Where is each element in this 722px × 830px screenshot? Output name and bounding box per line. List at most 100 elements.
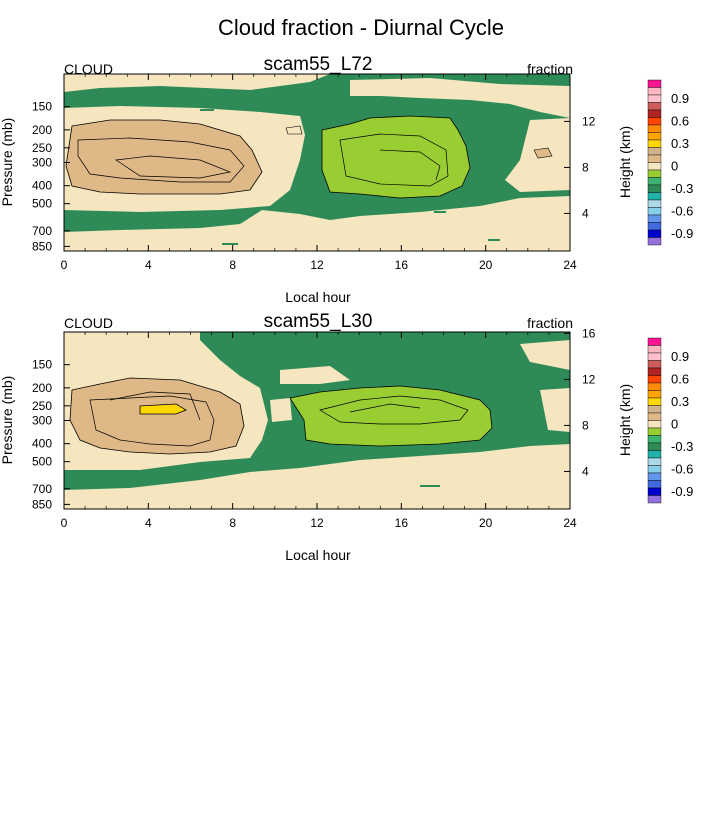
colorbar-label: -0.9 bbox=[671, 226, 693, 241]
panel-1-strong-negative bbox=[321, 115, 471, 199]
panel-1-contour-c bbox=[339, 133, 449, 187]
y-tick-label: 700 bbox=[32, 482, 52, 496]
panel-1-zero-patch-2 bbox=[533, 147, 553, 159]
x-tick-label: 0 bbox=[61, 258, 68, 272]
colorbar-swatch bbox=[647, 109, 662, 118]
panel-2-contour-c bbox=[319, 395, 469, 425]
colorbar-label: 0.6 bbox=[671, 113, 689, 128]
colorbar-swatch bbox=[647, 412, 662, 421]
y-tick-label: 400 bbox=[32, 437, 52, 451]
colorbar-swatch bbox=[647, 207, 662, 216]
colorbar-swatch bbox=[647, 237, 662, 246]
panel-2-strong-negative bbox=[289, 385, 493, 447]
colorbar-swatch bbox=[647, 375, 662, 384]
colorbar-swatch bbox=[647, 382, 662, 391]
panel-1-title: scam55_L72 bbox=[264, 54, 373, 75]
panel-1-contour-a bbox=[77, 137, 245, 183]
panel-1-field bbox=[64, 74, 570, 251]
y-tick-label: 300 bbox=[32, 156, 52, 170]
x-tick-label: 16 bbox=[395, 516, 409, 530]
colorbar-swatch bbox=[647, 450, 662, 459]
panel-1-dashes bbox=[118, 89, 500, 245]
colorbar-swatch bbox=[647, 162, 662, 171]
panel-2-zero-mid bbox=[270, 398, 292, 422]
colorbar-label: -0.6 bbox=[671, 461, 693, 476]
panel-1-zero-bottom bbox=[64, 196, 570, 251]
x-tick-label: 12 bbox=[310, 258, 324, 272]
colorbar-label: -0.6 bbox=[671, 203, 693, 218]
colorbar-swatch bbox=[647, 427, 662, 436]
panel-1-zero-top bbox=[64, 74, 330, 92]
panel-2-contour-a bbox=[89, 395, 215, 447]
y-tick-label: 200 bbox=[32, 123, 52, 137]
panel-1-right-y-ticks: 4 8 12 bbox=[564, 114, 596, 220]
panel-2-right-label: fraction bbox=[527, 315, 573, 331]
colorbar-label: 0.9 bbox=[671, 91, 689, 106]
y-tick-label: 150 bbox=[32, 358, 52, 372]
colorbar-swatch bbox=[647, 465, 662, 474]
panel-2-ylabel: Pressure (mb) bbox=[0, 376, 15, 465]
panel-2-colorbar: 0.9 0.6 0.3 0 -0.3 -0.6 -0.9 bbox=[647, 337, 693, 504]
colorbar-swatch bbox=[647, 487, 662, 496]
y-tick-label: 500 bbox=[32, 197, 52, 211]
y-tick-label: 500 bbox=[32, 455, 52, 469]
colorbar-label: 0 bbox=[671, 158, 678, 173]
panel-1-ylabel: Pressure (mb) bbox=[0, 118, 15, 207]
colorbar-label: 0.3 bbox=[671, 136, 689, 151]
colorbar-swatch bbox=[647, 352, 662, 361]
panel-2-zero-right bbox=[540, 388, 570, 432]
panel-1-zero-patch-1 bbox=[285, 125, 303, 135]
colorbar-swatch bbox=[647, 184, 662, 193]
panel-2-dashes bbox=[420, 379, 470, 487]
colorbar-swatch bbox=[647, 367, 662, 376]
colorbar-swatch bbox=[647, 222, 662, 231]
panel-2-title: scam55_L30 bbox=[264, 311, 373, 332]
x-tick-label: 4 bbox=[145, 516, 152, 530]
colorbar-swatch bbox=[647, 390, 662, 399]
x-tick-label: 24 bbox=[563, 258, 577, 272]
figure-title: Cloud fraction - Diurnal Cycle bbox=[218, 15, 504, 40]
colorbar-label: 0.9 bbox=[671, 349, 689, 364]
colorbar-swatch bbox=[647, 132, 662, 141]
colorbar-swatch bbox=[647, 405, 662, 414]
panel-1-ylabel-right: Height (km) bbox=[617, 126, 633, 198]
x-tick-label: 16 bbox=[395, 258, 409, 272]
panel-2-zero-bottom bbox=[64, 444, 570, 509]
panel-1-colorbar: 0.9 0.6 0.3 0 -0.3 -0.6 -0.9 bbox=[647, 79, 693, 246]
colorbar-swatch bbox=[647, 472, 662, 481]
colorbar-swatch bbox=[647, 214, 662, 223]
panel-1-contour-b bbox=[115, 155, 232, 179]
y-tick-label: 400 bbox=[32, 179, 52, 193]
colorbar-swatch bbox=[647, 154, 662, 163]
colorbar-swatch bbox=[647, 87, 662, 96]
colorbar-swatch bbox=[647, 495, 662, 504]
panel-1-contour-d bbox=[379, 149, 441, 181]
y-tick-label: 700 bbox=[32, 224, 52, 238]
y-tick-label: 200 bbox=[32, 381, 52, 395]
colorbar-label: -0.9 bbox=[671, 484, 693, 499]
panel-2-strong-positive bbox=[139, 403, 187, 415]
colorbar-label: 0 bbox=[671, 416, 678, 431]
colorbar-swatch bbox=[647, 79, 662, 88]
y-tick-label: 150 bbox=[32, 100, 52, 114]
panel-1-x-ticks: 0 4 8 12 16 20 24 bbox=[61, 74, 577, 272]
panel-2-contour-d bbox=[349, 403, 421, 413]
right-y-tick-label: 4 bbox=[582, 206, 589, 220]
colorbar-swatch bbox=[647, 192, 662, 201]
panel-2-zero-topright bbox=[520, 340, 570, 370]
x-tick-label: 8 bbox=[229, 516, 236, 530]
y-tick-label: 250 bbox=[32, 399, 52, 413]
right-y-tick-label: 16 bbox=[582, 326, 596, 340]
colorbar-swatch bbox=[647, 177, 662, 186]
colorbar-swatch bbox=[647, 345, 662, 354]
colorbar-swatch bbox=[647, 102, 662, 111]
colorbar-swatch bbox=[647, 457, 662, 466]
colorbar-swatch bbox=[647, 199, 662, 208]
x-tick-label: 20 bbox=[479, 516, 493, 530]
panel-1-xlabel: Local hour bbox=[285, 289, 351, 305]
panel-2-zero-top bbox=[280, 366, 350, 384]
panel-2-x-ticks: 0 4 8 12 16 20 24 bbox=[61, 332, 577, 530]
right-y-tick-label: 8 bbox=[582, 418, 589, 432]
x-tick-label: 8 bbox=[229, 258, 236, 272]
colorbar-swatch bbox=[647, 480, 662, 489]
